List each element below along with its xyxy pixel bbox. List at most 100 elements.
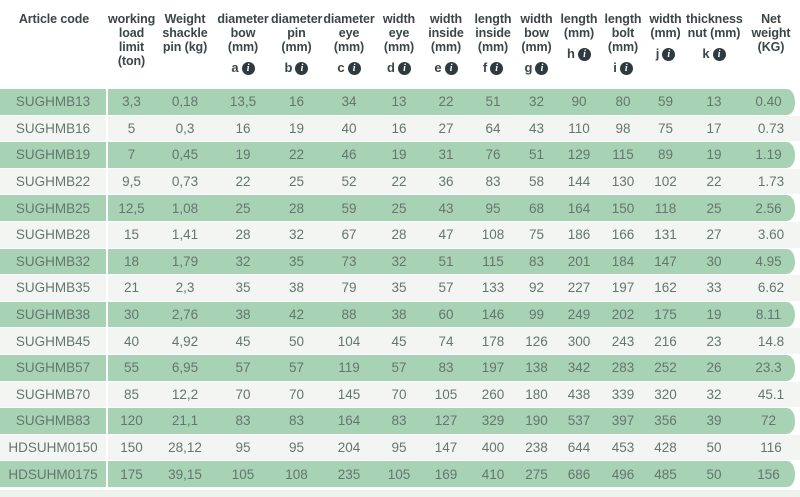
value-cell: 25 — [376, 195, 422, 222]
info-icon[interactable]: i — [241, 61, 255, 75]
dimension-letter: i — [613, 60, 617, 75]
column-header-label: thickness nut (mm) — [686, 12, 743, 40]
value-cell: 19 — [686, 301, 742, 329]
value-cell: 25 — [215, 195, 271, 222]
value-cell: 92 — [516, 275, 557, 302]
info-icon[interactable]: i — [619, 61, 633, 75]
value-cell: 21,1 — [155, 408, 215, 435]
article-code-cell: SUGHMB57 — [0, 354, 108, 382]
value-cell: 105 — [376, 461, 422, 488]
value-cell: 13 — [376, 89, 422, 116]
article-code-cell: SUGHMB45 — [0, 328, 108, 355]
value-cell: 13 — [686, 89, 742, 116]
value-cell: 108 — [470, 221, 516, 249]
value-cell: 1,79 — [155, 248, 215, 276]
value-cell: 95 — [470, 195, 516, 222]
info-icon[interactable]: i — [712, 47, 726, 61]
value-cell: 35 — [376, 275, 422, 302]
value-cell: 131 — [645, 221, 686, 249]
value-cell: 70 — [215, 381, 271, 409]
info-icon[interactable]: i — [295, 61, 309, 75]
article-code-cell: SUGHMB70 — [0, 381, 108, 409]
column-header-working: working load limit (ton) — [108, 0, 155, 89]
value-cell: 83 — [376, 408, 422, 435]
table-row: SUGHMB19 7 0,45 19 22 46 19 31 76 51 129 115 89 19 1.1… — [0, 142, 800, 169]
article-code-cell: HDSUHM0150 — [0, 434, 108, 462]
value-cell: 147 — [645, 248, 686, 276]
value-cell: 75 — [516, 221, 557, 249]
value-cell: 39 — [686, 408, 742, 435]
value-cell: 150 — [601, 195, 645, 222]
article-code-cell: SUGHMB83 — [0, 408, 108, 435]
value-cell: 76 — [470, 142, 516, 169]
column-header-label: Weight shackle pin (kg) — [162, 12, 208, 54]
info-icon[interactable]: i — [535, 61, 549, 75]
table-row: SUGHMB32 18 1,79 32 35 73 32 51 115 83 201 184 147 30… — [0, 248, 800, 276]
value-cell: 34 — [322, 89, 376, 116]
info-icon[interactable]: i — [444, 61, 458, 75]
info-icon[interactable]: i — [397, 61, 411, 75]
info-icon[interactable]: i — [490, 61, 504, 75]
value-cell: 2.56 — [742, 195, 800, 222]
column-header-diameter-c: diameter eye (mm) c i — [322, 0, 376, 89]
value-cell: 243 — [601, 328, 645, 355]
dimension-letter: c — [337, 60, 345, 75]
value-cell: 59 — [645, 89, 686, 116]
value-cell: 19 — [271, 115, 322, 143]
article-code-cell: SUGHMB25 — [0, 195, 108, 222]
value-cell: 43 — [422, 195, 470, 222]
value-cell: 57 — [215, 354, 271, 382]
article-code-cell: HDSUHM0175 — [0, 461, 108, 488]
value-cell: 249 — [557, 301, 601, 329]
value-cell: 67 — [322, 221, 376, 249]
value-cell: 146 — [470, 301, 516, 329]
table-header: Article code working load limit (ton) Weig… — [0, 0, 800, 89]
table-row: SUGHMB35 21 2,3 35 38 79 35 57 133 92 227 197 162 33 6… — [0, 275, 800, 302]
value-cell: 197 — [470, 354, 516, 382]
value-cell: 51 — [516, 142, 557, 169]
value-cell: 145 — [322, 381, 376, 409]
dimension-letter: b — [284, 60, 293, 75]
table-row: HDSUHM0175 175 39,15 105 108 235 105 169 410 275 6… — [0, 461, 800, 488]
value-cell: 235 — [322, 461, 376, 488]
value-cell: 496 — [601, 461, 645, 488]
value-cell: 70 — [376, 381, 422, 409]
value-cell: 16 — [271, 89, 322, 116]
value-cell: 16 — [376, 115, 422, 143]
article-code-cell: SUGHMB28 — [0, 221, 108, 249]
value-cell: 79 — [322, 275, 376, 302]
value-cell: 133 — [470, 275, 516, 302]
value-cell: 102 — [645, 168, 686, 196]
value-cell: 22 — [271, 142, 322, 169]
value-cell: 95 — [271, 434, 322, 462]
value-cell: 22 — [686, 168, 742, 196]
info-icon[interactable]: i — [577, 47, 591, 61]
column-header-width-e: width inside (mm) e i — [422, 0, 470, 89]
column-header-weight: Weight shackle pin (kg) — [155, 0, 215, 89]
value-cell: 85 — [108, 381, 155, 409]
value-cell: 339 — [601, 381, 645, 409]
value-cell: 118 — [645, 195, 686, 222]
info-icon[interactable]: i — [347, 61, 361, 75]
value-cell: 1.73 — [742, 168, 800, 196]
value-cell: 23 — [686, 328, 742, 355]
value-cell: 28,12 — [155, 434, 215, 462]
value-cell: 68 — [516, 195, 557, 222]
value-cell: 252 — [645, 354, 686, 382]
value-cell: 13,5 — [215, 89, 271, 116]
value-cell: 12,2 — [155, 381, 215, 409]
article-code-cell: SUGHMB19 — [0, 142, 108, 169]
value-cell: 204 — [322, 434, 376, 462]
value-cell: 32 — [215, 248, 271, 276]
value-cell: 50 — [686, 461, 742, 488]
column-header-length-f: length inside (mm) f i — [470, 0, 516, 89]
header-row: Article code working load limit (ton) Weig… — [0, 0, 800, 89]
value-cell: 3,3 — [108, 89, 155, 116]
info-icon[interactable]: i — [662, 47, 676, 61]
value-cell: 75 — [645, 115, 686, 143]
